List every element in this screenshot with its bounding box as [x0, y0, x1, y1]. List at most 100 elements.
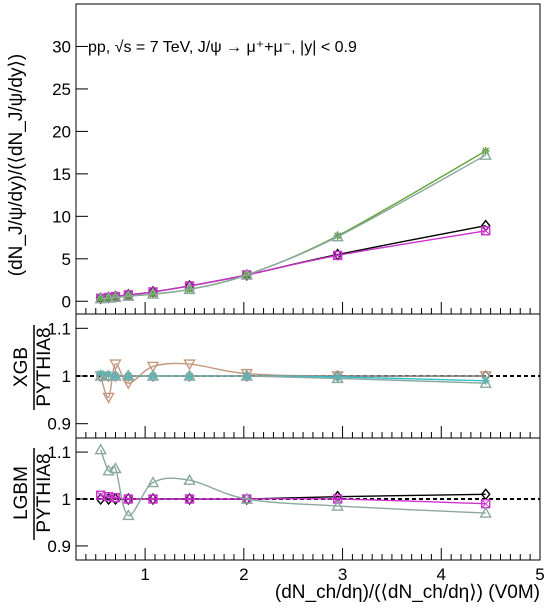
data-point-detail: [185, 494, 194, 504]
y-tick-label: 1: [62, 367, 71, 386]
data-point: [240, 369, 253, 381]
data-point: [331, 230, 344, 242]
data-point: [332, 494, 343, 504]
data-point: [122, 289, 135, 301]
top-panel-x-ticks: [75, 302, 541, 314]
data-point: [183, 282, 196, 295]
data-point: [184, 494, 195, 504]
data-point: [241, 492, 252, 506]
data-point: [122, 508, 135, 521]
data-point: [146, 476, 160, 488]
series-line: [100, 150, 487, 300]
middle-panel-y-label-numerator: XGB: [11, 347, 32, 387]
middle-panel-series: [94, 359, 492, 404]
data-point: [479, 506, 492, 518]
data-point: [102, 369, 115, 381]
data-point: [110, 492, 121, 503]
data-point: [94, 443, 107, 455]
y-tick-label: 20: [52, 122, 71, 141]
y-tick-label: 0.9: [47, 415, 71, 434]
top-panel-annotation: pp, √s = 7 TeV, J/ψ → μ⁺+μ⁻, |y| < 0.9: [88, 39, 357, 56]
data-point: [123, 369, 134, 383]
data-point: [123, 494, 134, 504]
data-point: [183, 369, 196, 381]
data-point: [109, 369, 122, 381]
data-point: [102, 392, 115, 404]
top-panel: 0 5 10 15 20 25 30 pp, √s = 7 TeV, J/ψ → μ⁺+μ⁻…: [6, 3, 541, 315]
data-point: [109, 290, 122, 303]
data-point-detail: [148, 494, 158, 504]
x-tick-label: 1: [140, 565, 149, 584]
y-tick-label: 30: [52, 37, 71, 56]
data-point: [148, 494, 158, 504]
data-point-detail: [481, 499, 491, 509]
middle-panel-x-ticks: [75, 426, 541, 438]
top-panel-y-label: (dN_J/ψ/dy)/(⟨dN_J/ψ/dy⟩): [6, 54, 27, 276]
y-tick-label: 1.1: [47, 319, 71, 338]
bottom-panel: 0.9 1 1.1 1 2 3 4 5 LGBM PYTHIA8 (dN_ch/dη)/(⟨…: [11, 437, 545, 603]
data-point-detail: [96, 490, 106, 500]
y-tick-label: 1: [62, 490, 71, 509]
bottom-panel-y-ticks: 0.9 1 1.1: [47, 443, 88, 556]
middle-panel: 0.9 1 1.1 XGB PYTHIA8: [11, 313, 541, 439]
data-point: [96, 369, 105, 378]
data-point: [148, 492, 158, 506]
top-panel-y-ticks: 0 5 10 15 20 25 30: [52, 37, 88, 311]
data-point-detail: [333, 251, 342, 260]
series-line: [100, 224, 486, 299]
x-tick-label: 2: [239, 565, 248, 584]
x-tick-label: 3: [338, 565, 347, 584]
y-tick-label: 0: [62, 292, 71, 311]
data-point: [183, 359, 196, 371]
data-point: [104, 370, 113, 379]
data-point: [148, 369, 158, 383]
data-point-detail: [123, 494, 133, 504]
data-point: [102, 291, 115, 303]
data-point: [481, 376, 490, 385]
data-point: [94, 369, 107, 381]
data-point: [110, 369, 121, 383]
data-point: [479, 148, 492, 160]
data-point: [109, 462, 122, 474]
data-point: [146, 361, 160, 373]
data-point: [333, 372, 342, 381]
data-point-detail: [111, 493, 120, 502]
bottom-panel-y-label-denominator: PYTHIA8: [34, 453, 55, 532]
data-point: [479, 376, 492, 388]
middle-panel-y-label-denominator: PYTHIA8: [34, 327, 55, 406]
data-point-detail: [333, 494, 342, 504]
data-point: [331, 371, 344, 384]
data-point: [481, 226, 491, 236]
data-point: [241, 369, 252, 383]
data-point: [146, 287, 160, 299]
data-point: [123, 492, 134, 506]
bottom-panel-y-label-numerator: LGBM: [11, 466, 32, 520]
series-line: [100, 230, 486, 299]
data-point: [103, 491, 114, 502]
middle-panel-y-ticks: 0.9 1 1.1: [47, 319, 88, 434]
x-tick-label: 5: [535, 565, 544, 584]
series-line: [100, 154, 487, 300]
y-tick-label: 5: [62, 250, 71, 269]
y-tick-label: 1.1: [47, 443, 71, 462]
y-tick-label: 0.9: [47, 537, 71, 556]
data-point: [333, 231, 342, 240]
top-panel-series: [94, 146, 492, 305]
series-line: [100, 449, 486, 517]
data-point: [332, 250, 343, 261]
data-point: [109, 359, 122, 371]
y-tick-label: 15: [52, 165, 71, 184]
data-point: [240, 492, 253, 504]
data-point-detail: [481, 226, 491, 236]
bottom-panel-series: [94, 443, 492, 521]
y-tick-label: 25: [52, 80, 71, 99]
data-point: [146, 369, 160, 381]
y-tick-label: 10: [52, 207, 71, 226]
data-point: [183, 473, 196, 485]
data-point: [240, 268, 253, 280]
bottom-panel-x-ticks: 1 2 3 4 5: [75, 548, 545, 584]
data-point: [94, 292, 107, 304]
data-point: [184, 492, 195, 506]
data-point: [331, 499, 344, 511]
